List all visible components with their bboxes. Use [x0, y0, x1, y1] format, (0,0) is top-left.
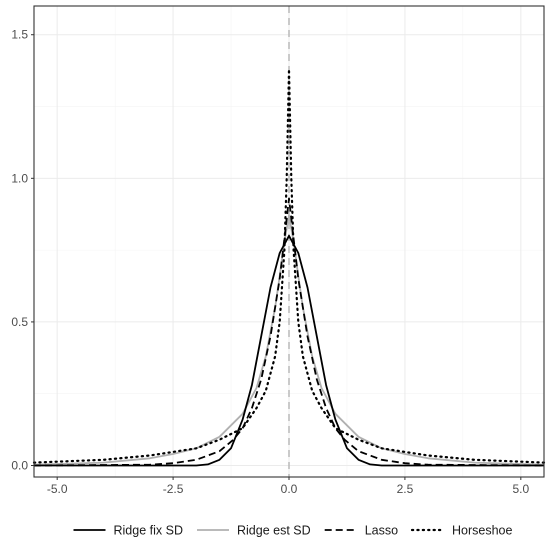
y-tick-label: 1.0 [11, 171, 28, 185]
series-lines [32, 68, 546, 467]
x-tick-label: 0.0 [281, 482, 298, 496]
legend-label: Ridge est SD [237, 524, 311, 538]
legend-item-horseshoe: Horseshoe [410, 524, 512, 538]
series-line-lasso [33, 197, 545, 467]
legend: Ridge fix SD Ridge est SD Lasso Horseshoe [73, 524, 512, 538]
legend-label: Horseshoe [452, 524, 512, 538]
x-tick-label: -2.5 [163, 482, 184, 496]
x-axis: -5.0 -2.5 0.0 2.5 5.0 [47, 477, 529, 496]
legend-item-ridge-est-sd: Ridge est SD [197, 524, 311, 538]
y-tick-label: 0.0 [11, 459, 28, 473]
series-line-ridge-fix-sd [34, 234, 544, 467]
y-axis: 0.0 0.5 1.0 1.5 [11, 28, 34, 473]
legend-label: Lasso [365, 524, 398, 538]
y-tick-label: 1.5 [11, 28, 28, 42]
y-tick-label: 0.5 [11, 315, 28, 329]
legend-label: Ridge fix SD [114, 524, 183, 538]
legend-item-lasso: Lasso [324, 524, 398, 538]
x-tick-label: -5.0 [47, 482, 68, 496]
legend-item-ridge-fix-sd: Ridge fix SD [73, 524, 183, 538]
x-tick-label: 5.0 [512, 482, 529, 496]
x-tick-label: 2.5 [397, 482, 414, 496]
